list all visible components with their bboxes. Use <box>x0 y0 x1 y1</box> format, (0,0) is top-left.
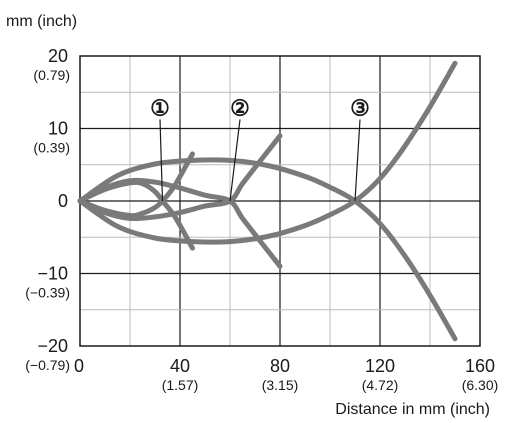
x-tick-sublabel: (4.72) <box>362 377 399 393</box>
y-tick-label: −10 <box>37 264 68 284</box>
series-layer <box>77 60 458 342</box>
series-line-3 <box>77 177 283 269</box>
y-tick-sublabel: (0.39) <box>33 140 70 156</box>
grid <box>80 56 480 346</box>
y-tick-sublabel: (−0.39) <box>25 285 70 301</box>
series-line-5 <box>77 157 458 342</box>
y-tick-label: 0 <box>58 191 68 211</box>
marker-label-3: ③ <box>350 95 370 120</box>
tick-layer: 0 40(1.57)80(3.15)120(4.72)160(6.30)20(0.… <box>25 46 498 393</box>
x-tick-label: 40 <box>170 356 190 376</box>
x-tick-label: 80 <box>270 356 290 376</box>
y-tick-label: −20 <box>37 336 68 356</box>
series-line-6 <box>77 60 458 245</box>
y-tick-sublabel: (0.79) <box>33 67 70 83</box>
x-tick-label: 120 <box>365 356 395 376</box>
x-tick-label: 0 <box>74 356 84 376</box>
marker-leader-1 <box>159 119 164 202</box>
x-tick-sublabel: (6.30) <box>462 377 499 393</box>
y-tick-label: 20 <box>48 46 68 66</box>
x-axis-label: Distance in mm (inch) <box>335 401 490 418</box>
marker-label-1: ① <box>150 95 170 120</box>
y-tick-sublabel: (−0.79) <box>25 357 70 373</box>
marker-layer: ① ② ③ <box>150 95 370 202</box>
marker-leader-2 <box>229 119 241 202</box>
y-tick-label: 10 <box>48 119 68 139</box>
x-tick-sublabel: (1.57) <box>162 377 199 393</box>
marker-leader-3 <box>354 119 361 202</box>
y-unit-label: mm (inch) <box>6 13 77 30</box>
x-tick-label: 160 <box>465 356 495 376</box>
series-line-4 <box>77 133 283 222</box>
x-tick-sublabel: (3.15) <box>262 377 299 393</box>
marker-label-2: ② <box>230 95 250 120</box>
